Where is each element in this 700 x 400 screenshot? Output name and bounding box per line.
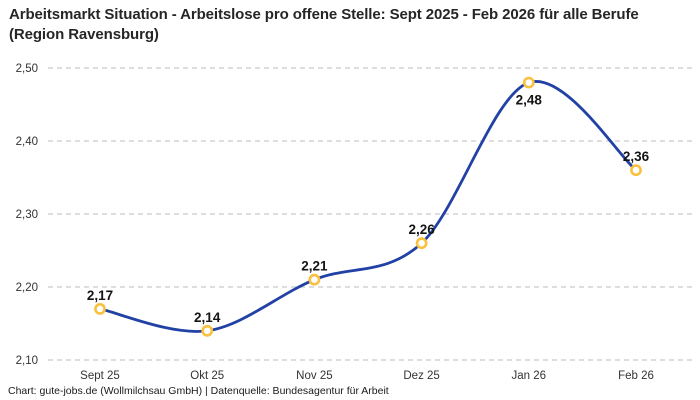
data-point-marker [415, 237, 428, 250]
data-point-marker [522, 76, 535, 89]
x-axis-tick-label: Dez 25 [403, 370, 439, 382]
data-point-marker [201, 324, 214, 337]
data-point-label: 2,21 [301, 259, 328, 274]
data-point-label: 2,36 [623, 149, 650, 164]
x-axis-tick-label: Okt 25 [190, 370, 224, 382]
chart-title: Arbeitsmarkt Situation - Arbeitslose pro… [9, 6, 639, 43]
y-axis-tick-label: 2,20 [16, 282, 38, 294]
series-line [98, 80, 638, 333]
y-axis-tick-label: 2,10 [16, 355, 38, 367]
y-axis-tick-label: 2,50 [16, 63, 38, 75]
data-point-label: 2,14 [194, 310, 221, 325]
data-point-marker [94, 302, 106, 315]
data-point-label: 2,17 [87, 288, 113, 303]
data-point-marker [630, 164, 642, 177]
data-point-label: 2,48 [516, 93, 543, 108]
data-point-label: 2,26 [408, 222, 435, 237]
chart-credit: Chart: gute-jobs.de (Wollmilchsau GmbH) … [8, 385, 389, 397]
y-axis-tick-label: 2,40 [16, 136, 38, 148]
x-axis-tick-label: Feb 26 [618, 370, 654, 382]
x-axis-tick-label: Nov 25 [296, 370, 332, 382]
y-axis-tick-label: 2,30 [16, 209, 38, 221]
data-point-marker [308, 273, 321, 286]
x-axis-tick-label: Sept 25 [80, 370, 120, 382]
x-axis-tick-label: Jan 26 [512, 370, 547, 382]
